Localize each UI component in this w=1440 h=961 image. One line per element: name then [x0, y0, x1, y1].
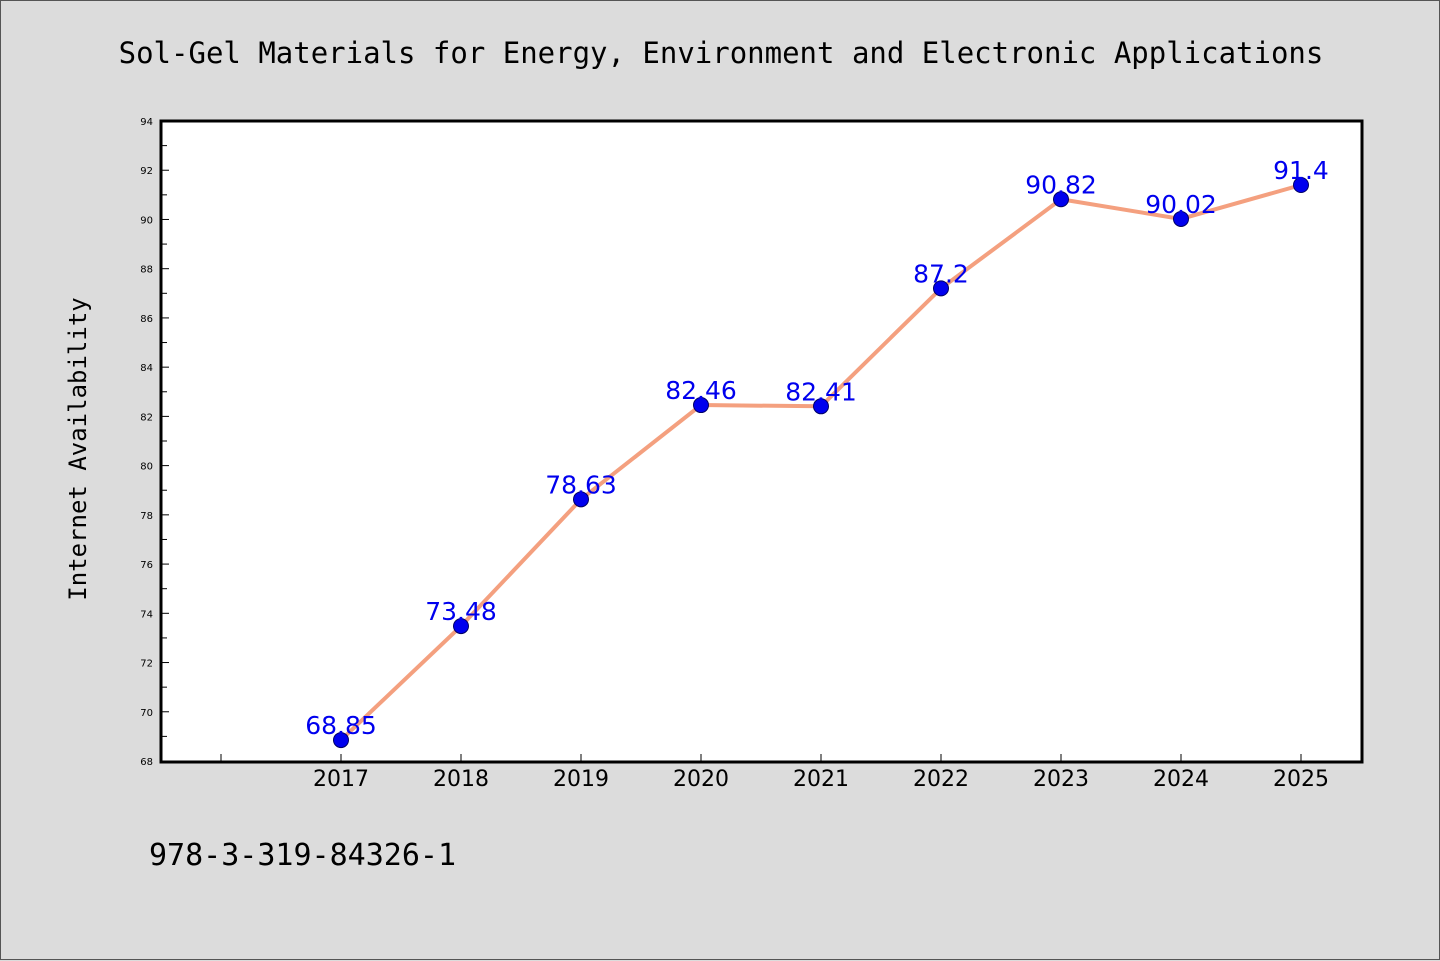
x-tick-label: 2024: [1153, 767, 1209, 792]
isbn-footer: 978-3-319-84326-1: [149, 838, 456, 873]
x-tick-label: 2019: [553, 767, 609, 792]
data-point: [933, 280, 949, 297]
data-label: 90.02: [1145, 190, 1217, 219]
data-point: [333, 732, 349, 749]
data-label: 91.4: [1273, 156, 1329, 185]
data-point: [1173, 210, 1189, 227]
x-tick-label: 2025: [1273, 767, 1329, 792]
data-point: [1053, 191, 1069, 208]
x-tick-label: 2022: [913, 767, 969, 792]
y-tick-label: 86: [140, 314, 153, 325]
data-point: [693, 397, 709, 414]
chart-title: Sol-Gel Materials for Energy, Environmen…: [119, 36, 1324, 70]
data-label: 82.46: [665, 376, 737, 405]
data-label: 78.63: [545, 470, 617, 499]
plot-area: [159, 119, 1364, 764]
y-tick-label: 94: [140, 117, 153, 128]
y-tick-label: 70: [140, 708, 153, 719]
data-label: 87.2: [913, 259, 969, 288]
x-axis: 2017 2018 2019 2020 2021 2022 2023 2024 2025: [220, 754, 1329, 792]
data-point: [453, 618, 469, 635]
y-tick-label: 80: [140, 462, 153, 473]
x-tick-label: 2021: [793, 767, 849, 792]
y-tick-label: 92: [140, 166, 153, 177]
y-tick-label: 72: [140, 659, 153, 670]
data-point: [813, 398, 829, 415]
x-tick-label: 2018: [433, 767, 489, 792]
y-tick-label: 76: [140, 560, 153, 571]
y-axis-label: Internet Availability: [64, 297, 92, 600]
data-label: 90.82: [1025, 170, 1097, 199]
data-labels: 68.85 73.48 78.63 82.46 82.41 87.2 90.82 90.02 9…: [305, 156, 1329, 740]
y-tick-label: 68: [140, 757, 153, 768]
data-points: [333, 177, 1309, 749]
y-tick-label: 90: [140, 215, 153, 226]
y-tick-label: 84: [140, 363, 153, 374]
x-tick-label: 2020: [673, 767, 729, 792]
y-tick-label: 78: [140, 511, 153, 522]
x-tick-label: 2017: [313, 767, 369, 792]
data-label: 73.48: [425, 597, 497, 626]
data-point: [573, 491, 589, 508]
x-tick-label: 2023: [1033, 767, 1089, 792]
y-tick-label: 82: [140, 412, 153, 423]
y-tick-label: 74: [140, 609, 153, 620]
data-label: 82.41: [785, 377, 857, 406]
y-axis: 68 70 72 74 76 78 80 82 84 86 88 90 92 94: [140, 117, 169, 768]
data-label: 68.85: [305, 711, 377, 740]
data-point: [1293, 177, 1309, 193]
y-tick-label: 88: [140, 265, 153, 276]
